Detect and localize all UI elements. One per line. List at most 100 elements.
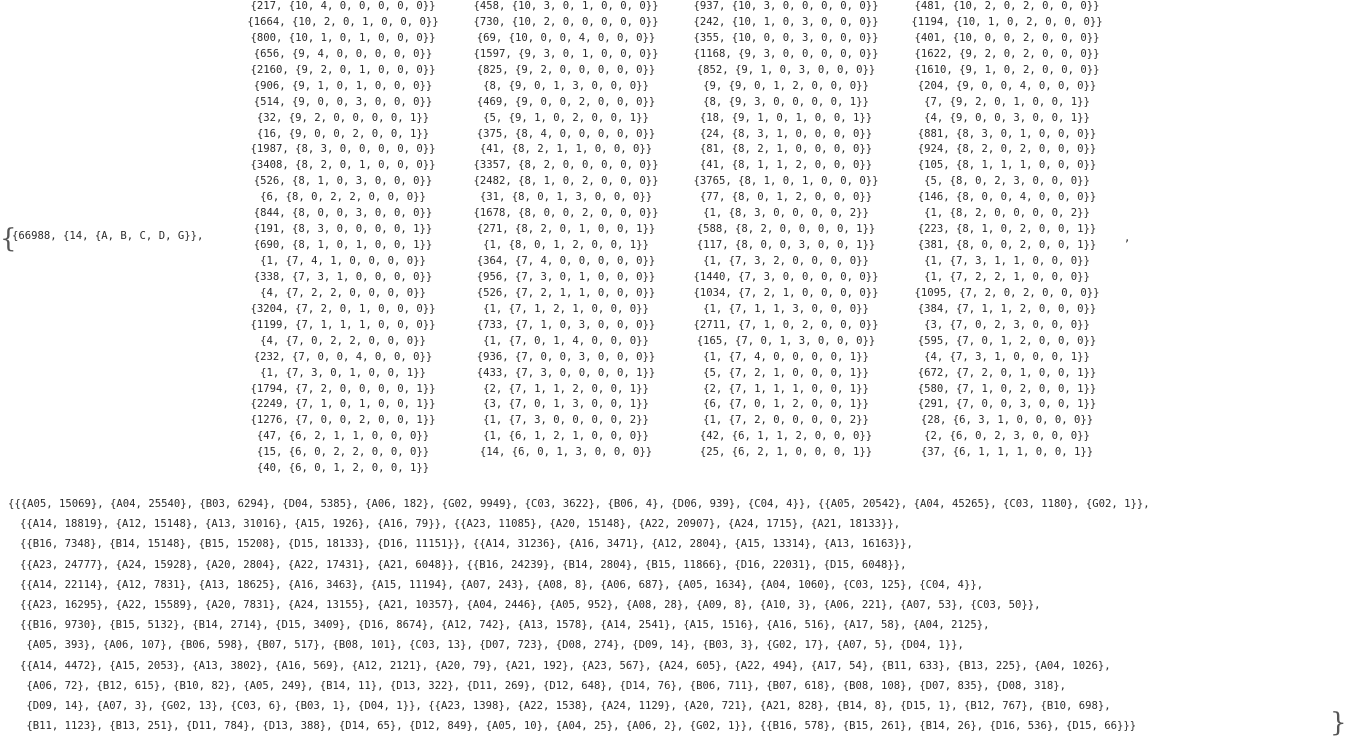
outer-open-brace: { bbox=[0, 224, 17, 254]
matrix-cell: {4, {7, 0, 2, 2, 0, 0, 0}} bbox=[260, 334, 426, 347]
matrix-cell: {3, {7, 0, 2, 3, 0, 0, 0}} bbox=[924, 318, 1090, 331]
matrix-cell: {852, {9, 1, 0, 3, 0, 0, 0}} bbox=[696, 63, 876, 76]
matrix-cell: {1, {7, 3, 0, 1, 0, 0, 1}} bbox=[260, 366, 426, 379]
output-line: {B11, 1123}, {B13, 251}, {D11, 784}, {D1… bbox=[20, 720, 1137, 733]
matrix-cell: {1, {7, 3, 1, 1, 0, 0, 0}} bbox=[924, 255, 1090, 267]
matrix-cell: {69, {10, 0, 0, 4, 0, 0, 0}} bbox=[476, 31, 656, 44]
matrix-cell: {1678, {8, 0, 0, 2, 0, 0, 0}} bbox=[473, 207, 659, 220]
matrix-cell: {1, {7, 4, 1, 0, 0, 0, 0}} bbox=[260, 255, 426, 267]
matrix-cell: {1, {7, 1, 2, 1, 0, 0, 0}} bbox=[483, 302, 649, 315]
output-line: {{A14, 22114}, {A12, 7831}, {A13, 18625}… bbox=[20, 578, 984, 591]
matrix-cell: {338, {7, 3, 1, 0, 0, 0, 0}} bbox=[253, 270, 433, 283]
matrix-cell: {1440, {7, 3, 0, 0, 0, 0, 0}} bbox=[693, 270, 879, 283]
matrix-cell: {5, {9, 1, 0, 2, 0, 0, 1}} bbox=[483, 111, 649, 124]
matrix-cell: {384, {7, 1, 1, 2, 0, 0, 0}} bbox=[917, 302, 1097, 315]
matrix-cell: {936, {7, 0, 0, 3, 0, 0, 0}} bbox=[476, 350, 656, 363]
matrix-cell: {146, {8, 0, 0, 4, 0, 0, 0}} bbox=[917, 191, 1097, 204]
matrix-cell: {6, {8, 0, 2, 2, 0, 0, 0}} bbox=[260, 191, 426, 204]
matrix-cell: {37, {6, 1, 1, 1, 0, 0, 1}} bbox=[920, 446, 1094, 459]
matrix-column-4: {481, {10, 2, 0, 2, 0, 0, 0}} {1194, {10,… bbox=[896, 0, 1118, 477]
matrix-cell: {1622, {9, 2, 0, 2, 0, 0, 0}} bbox=[914, 47, 1100, 60]
output-line: {A05, 393}, {A06, 107}, {B06, 598}, {B07… bbox=[20, 639, 964, 652]
matrix-cell: {526, {8, 1, 0, 3, 0, 0, 0}} bbox=[253, 175, 433, 188]
matrix-cell: {24, {8, 3, 1, 0, 0, 0, 0}} bbox=[699, 127, 873, 140]
matrix-cell: {41, {8, 1, 1, 2, 0, 0, 0}} bbox=[699, 159, 873, 172]
output-line: {{A23, 24777}, {A24, 15928}, {A20, 2804}… bbox=[20, 558, 907, 571]
matrix-cell: {956, {7, 3, 0, 1, 0, 0, 0}} bbox=[476, 270, 656, 283]
result-matrix: {217, {10, 4, 0, 0, 0, 0, 0}} {1664, {10,… bbox=[230, 0, 1118, 477]
output-line: {{{A05, 15069}, {A04, 25540}, {B03, 6294… bbox=[8, 498, 1150, 510]
matrix-cell: {1276, {7, 0, 0, 2, 0, 0, 1}} bbox=[250, 414, 436, 427]
matrix-cell: {9, {9, 0, 1, 2, 0, 0, 0}} bbox=[703, 79, 869, 92]
matrix-cell: {1095, {7, 2, 0, 2, 0, 0, 0}} bbox=[914, 286, 1100, 299]
matrix-cell: {1, {6, 1, 2, 1, 0, 0, 0}} bbox=[483, 430, 649, 443]
matrix-cell: {42, {6, 1, 1, 2, 0, 0, 0}} bbox=[699, 430, 873, 443]
matrix-cell: {580, {7, 1, 0, 2, 0, 0, 1}} bbox=[917, 382, 1097, 395]
matrix-cell: {18, {9, 1, 0, 1, 0, 0, 1}} bbox=[699, 111, 873, 124]
matrix-cell: {3357, {8, 2, 0, 0, 0, 0, 0}} bbox=[473, 159, 659, 172]
matrix-cell: {4, {9, 0, 0, 3, 0, 0, 1}} bbox=[924, 111, 1090, 124]
matrix-cell: {2160, {9, 2, 0, 1, 0, 0, 0}} bbox=[250, 63, 436, 76]
matrix-cell: {2249, {7, 1, 0, 1, 0, 0, 1}} bbox=[250, 398, 436, 411]
matrix-cell: {16, {9, 0, 0, 2, 0, 0, 1}} bbox=[256, 127, 430, 140]
matrix-cell: {1, {7, 4, 0, 0, 0, 0, 1}} bbox=[703, 350, 869, 363]
matrix-cell: {47, {6, 2, 1, 1, 0, 0, 0}} bbox=[256, 430, 430, 443]
matrix-cell: {690, {8, 1, 0, 1, 0, 0, 1}} bbox=[253, 239, 433, 252]
matrix-cell: {481, {10, 2, 0, 2, 0, 0, 0}} bbox=[914, 0, 1100, 12]
matrix-cell: {733, {7, 1, 0, 3, 0, 0, 0}} bbox=[476, 318, 656, 331]
result-prefix: {66988, {14, {A, B, C, D, G}}, bbox=[12, 230, 204, 242]
matrix-cell: {458, {10, 3, 0, 1, 0, 0, 0}} bbox=[473, 0, 659, 12]
matrix-cell: {5, {8, 0, 2, 3, 0, 0, 0}} bbox=[924, 175, 1090, 188]
matrix-cell: {4, {7, 3, 1, 0, 0, 0, 1}} bbox=[924, 350, 1090, 363]
matrix-cell: {81, {8, 2, 1, 0, 0, 0, 0}} bbox=[699, 143, 873, 156]
matrix-cell: {381, {8, 0, 0, 2, 0, 0, 1}} bbox=[917, 239, 1097, 252]
matrix-cell: {3765, {8, 1, 0, 1, 0, 0, 0}} bbox=[693, 175, 879, 188]
matrix-cell: {3204, {7, 2, 0, 1, 0, 0, 0}} bbox=[250, 302, 436, 315]
matrix-cell: {1610, {9, 1, 0, 2, 0, 0, 0}} bbox=[914, 63, 1100, 76]
matrix-cell: {2, {6, 0, 2, 3, 0, 0, 0}} bbox=[924, 430, 1090, 443]
matrix-cell: {3408, {8, 2, 0, 1, 0, 0, 0}} bbox=[250, 159, 436, 172]
matrix-cell: {401, {10, 0, 0, 2, 0, 0, 0}} bbox=[914, 31, 1100, 44]
matrix-cell: {800, {10, 1, 0, 1, 0, 0, 0}} bbox=[250, 31, 436, 44]
matrix-cell: {656, {9, 4, 0, 0, 0, 0, 0}} bbox=[253, 47, 433, 60]
matrix-cell: {433, {7, 3, 0, 0, 0, 0, 1}} bbox=[476, 366, 656, 379]
matrix-cell: {41, {8, 2, 1, 1, 0, 0, 0}} bbox=[479, 143, 653, 156]
matrix-cell: {223, {8, 1, 0, 2, 0, 0, 1}} bbox=[917, 223, 1097, 236]
output-line: {{A14, 4472}, {A15, 2053}, {A13, 3802}, … bbox=[20, 659, 1111, 672]
matrix-cell: {8, {9, 3, 0, 0, 0, 0, 1}} bbox=[703, 95, 869, 108]
matrix-cell: {1, {7, 0, 1, 4, 0, 0, 0}} bbox=[483, 334, 649, 347]
output-line: {A06, 72}, {B12, 615}, {B10, 82}, {A05, … bbox=[20, 679, 1066, 692]
matrix-cell: {5, {7, 2, 1, 0, 0, 0, 1}} bbox=[703, 366, 869, 379]
matrix-cell: {8, {9, 0, 1, 3, 0, 0, 0}} bbox=[483, 79, 649, 92]
matrix-cell: {595, {7, 0, 1, 2, 0, 0, 0}} bbox=[917, 334, 1097, 347]
matrix-cell: {191, {8, 3, 0, 0, 0, 0, 1}} bbox=[253, 223, 433, 236]
matrix-cell: {881, {8, 3, 0, 1, 0, 0, 0}} bbox=[917, 127, 1097, 140]
matrix-cell: {514, {9, 0, 0, 3, 0, 0, 0}} bbox=[253, 95, 433, 108]
matrix-cell: {291, {7, 0, 0, 3, 0, 0, 1}} bbox=[917, 398, 1097, 411]
matrix-cell: {1168, {9, 3, 0, 0, 0, 0, 0}} bbox=[693, 47, 879, 60]
matrix-cell: {1194, {10, 1, 0, 2, 0, 0, 0}} bbox=[911, 15, 1103, 28]
matrix-cell: {1199, {7, 1, 1, 1, 0, 0, 0}} bbox=[250, 318, 436, 331]
output-line: {{A14, 18819}, {A12, 15148}, {A13, 31016… bbox=[20, 518, 901, 531]
matrix-cell: {2711, {7, 1, 0, 2, 0, 0, 0}} bbox=[693, 318, 879, 331]
matrix-cell: {1, {7, 2, 0, 0, 0, 0, 2}} bbox=[703, 414, 869, 427]
matrix-column-2: {458, {10, 3, 0, 1, 0, 0, 0}} {730, {10, … bbox=[456, 0, 676, 477]
output-line: {{B16, 7348}, {B14, 15148}, {B15, 15208}… bbox=[20, 538, 913, 551]
matrix-cell: {40, {6, 0, 1, 2, 0, 0, 1}} bbox=[256, 462, 430, 475]
matrix-trailing-comma: , bbox=[1124, 232, 1131, 244]
matrix-cell: {1794, {7, 2, 0, 0, 0, 0, 1}} bbox=[250, 382, 436, 395]
matrix-cell: {844, {8, 0, 0, 3, 0, 0, 0}} bbox=[253, 207, 433, 220]
matrix-cell: {730, {10, 2, 0, 0, 0, 0, 0}} bbox=[473, 15, 659, 28]
matrix-cell: {31, {8, 0, 1, 3, 0, 0, 0}} bbox=[479, 191, 653, 204]
matrix-cell: {25, {6, 2, 1, 0, 0, 0, 1}} bbox=[699, 446, 873, 459]
matrix-column-1: {217, {10, 4, 0, 0, 0, 0, 0}} {1664, {10,… bbox=[230, 0, 456, 477]
matrix-cell: {105, {8, 1, 1, 1, 0, 0, 0}} bbox=[917, 159, 1097, 172]
matrix-cell: {117, {8, 0, 0, 3, 0, 0, 1}} bbox=[696, 239, 876, 252]
matrix-cell: {1, {7, 1, 1, 3, 0, 0, 0}} bbox=[703, 302, 869, 315]
matrix-cell: {232, {7, 0, 0, 4, 0, 0, 0}} bbox=[253, 350, 433, 363]
output-line: {{A23, 16295}, {A22, 15589}, {A20, 7831}… bbox=[20, 598, 1041, 611]
matrix-cell: {588, {8, 2, 0, 0, 0, 0, 1}} bbox=[696, 223, 876, 236]
matrix-cell: {355, {10, 0, 0, 3, 0, 0, 0}} bbox=[693, 31, 879, 44]
matrix-cell: {364, {7, 4, 0, 0, 0, 0, 0}} bbox=[476, 255, 656, 267]
matrix-cell: {242, {10, 1, 0, 3, 0, 0, 0}} bbox=[693, 15, 879, 28]
